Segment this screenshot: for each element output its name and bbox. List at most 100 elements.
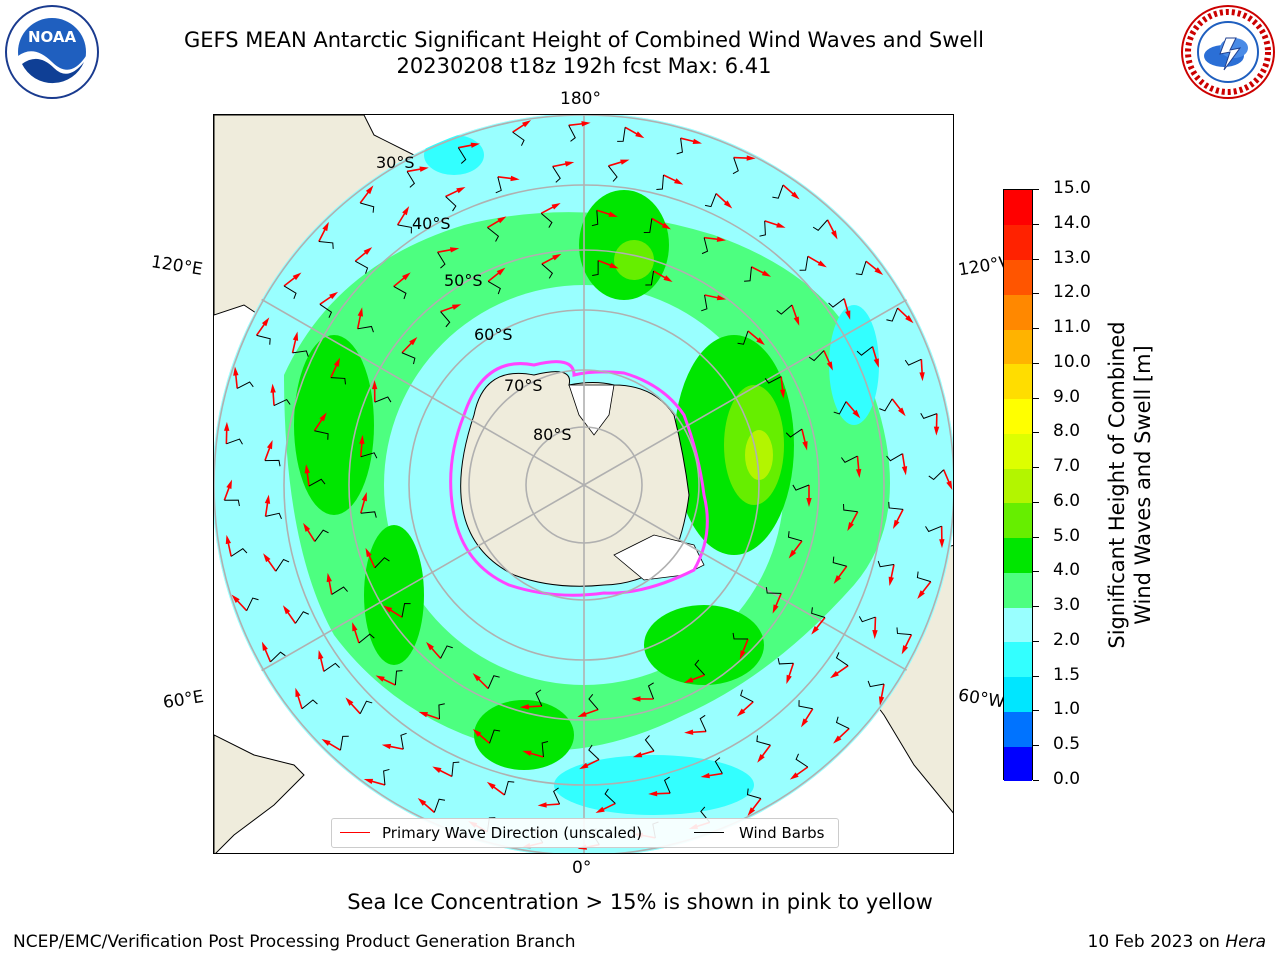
wave-arrow-head xyxy=(402,206,410,216)
wave-arrow-head xyxy=(418,711,429,718)
colorbar-segment xyxy=(1004,329,1032,365)
wind-barb xyxy=(374,396,392,403)
colorbar-label: Significant Height of Combined Wind Wave… xyxy=(1104,285,1156,685)
footer-date-text: 10 Feb 2023 on xyxy=(1087,932,1226,952)
colorbar-tick-mark xyxy=(1033,571,1039,573)
wave-arrow-head xyxy=(873,358,879,368)
wind-barb xyxy=(393,286,407,300)
wind-barb xyxy=(541,741,549,758)
wind-barb xyxy=(552,166,561,183)
colorbar-tick-mark xyxy=(1033,640,1039,642)
wind-barb xyxy=(843,504,858,513)
wind-barb xyxy=(273,398,291,406)
lat-label-40s: 40°S xyxy=(412,214,451,233)
wave-arrow-head xyxy=(263,553,271,563)
wind-barb xyxy=(355,260,369,274)
wind-barb xyxy=(737,330,749,345)
wind-barb xyxy=(230,548,248,557)
wind-barb xyxy=(383,768,390,786)
colorbar-segment xyxy=(1004,294,1032,330)
wave-arrow-head xyxy=(472,673,481,682)
lat-label-60s: 60°S xyxy=(474,325,513,344)
wind-barb xyxy=(440,645,453,659)
wind-barb xyxy=(714,757,723,774)
wind-barb xyxy=(360,511,377,518)
colorbar-tick-mark xyxy=(1033,328,1039,330)
colorbar-tick-label: 10.0 xyxy=(1053,351,1091,372)
colorbar-segment xyxy=(1004,641,1032,678)
wind-barb xyxy=(357,325,374,333)
wave-arrow-head xyxy=(345,697,354,706)
wind-barb xyxy=(292,350,309,357)
wave-arrow-head xyxy=(361,492,367,502)
wind-barb xyxy=(858,616,876,623)
wave-arrow-head xyxy=(363,778,374,785)
wave-arrow-head xyxy=(833,735,842,744)
lon-label-0: 0° xyxy=(572,858,592,878)
wave-arrow-head xyxy=(365,185,374,195)
wind-barb xyxy=(764,376,782,384)
wave-arrow-head xyxy=(620,159,630,165)
lat-label-30s: 30°S xyxy=(376,153,415,172)
wind-barb xyxy=(920,412,938,420)
wind-barb xyxy=(799,256,809,271)
wave-arrow-head xyxy=(537,802,547,808)
wave-arrow-head xyxy=(486,781,496,790)
wave-arrow-head xyxy=(831,230,838,240)
wave-arrow-head xyxy=(522,120,532,128)
sea-ice-edge xyxy=(449,360,709,597)
wind-barb xyxy=(835,716,850,729)
wave-arrow-head xyxy=(261,317,270,327)
wind-legend-swatch xyxy=(694,832,724,833)
colorbar-tick-label: 11.0 xyxy=(1053,317,1091,338)
wave-patch-4-5m-1 xyxy=(294,335,374,515)
wave-patch-6-7m xyxy=(745,430,773,480)
wind-barb xyxy=(811,607,826,618)
colorbar-segment xyxy=(1004,259,1032,295)
wind-barb xyxy=(798,700,813,710)
wave-patch-1-5-2m-2 xyxy=(829,305,879,425)
colorbar-tick-label: 0.0 xyxy=(1053,769,1081,789)
wave-patch-1-5-2m-1 xyxy=(554,755,754,815)
wave-arrow-head xyxy=(888,576,894,586)
wind-barb xyxy=(756,735,771,746)
wave-arrow-head xyxy=(692,138,702,144)
wind-barb xyxy=(608,165,618,182)
wave-arrow-head xyxy=(329,291,339,300)
colorbar xyxy=(1003,189,1033,782)
colorbar-segment xyxy=(1004,468,1032,504)
wave-arrow-head xyxy=(409,336,418,346)
wind-barb xyxy=(374,557,390,569)
wave-arrow-head xyxy=(919,372,925,382)
wave-arrow-head xyxy=(577,711,587,717)
wind-barb xyxy=(359,700,373,714)
wind-barb xyxy=(644,735,655,752)
wind-barb xyxy=(226,438,243,445)
wind-barb xyxy=(314,529,329,542)
wave-arrow-head xyxy=(359,434,365,445)
wave-arrow-head xyxy=(933,426,940,436)
lon-label-60e: 60°E xyxy=(161,686,206,714)
wave-arrow-head xyxy=(497,216,507,224)
wind-barb xyxy=(224,499,240,507)
colorbar-tick-label: 0.5 xyxy=(1053,734,1081,755)
wind-barb xyxy=(663,776,671,794)
colorbar-tick-mark xyxy=(1033,675,1039,677)
wind-barb xyxy=(732,157,739,175)
wave-arrow-head xyxy=(552,253,562,261)
wave-arrow-head xyxy=(901,466,908,476)
wave-arrow-head xyxy=(333,357,341,367)
wave-arrow-head xyxy=(522,750,532,756)
wave-arrow-head xyxy=(264,494,271,504)
colorbar-tick-mark xyxy=(1033,258,1039,260)
wind-barb xyxy=(295,611,309,624)
africa-landmass xyxy=(214,734,305,853)
colorbar-tick-mark xyxy=(1033,293,1039,295)
wind-barb xyxy=(283,285,297,299)
wave-arrow-head xyxy=(608,211,618,217)
wind-barb xyxy=(701,237,709,255)
wind-barb xyxy=(740,689,754,703)
wind-barb xyxy=(886,307,898,322)
wave-arrow-head xyxy=(788,549,797,559)
lon-label-180: 180° xyxy=(560,89,601,109)
